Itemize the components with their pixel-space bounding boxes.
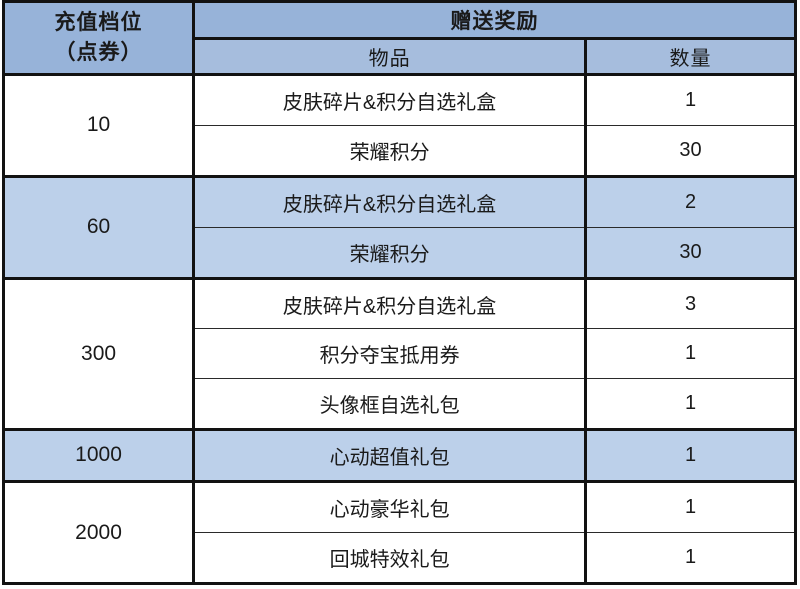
table-row: 300 皮肤碎片&积分自选礼盒 3: [1, 276, 797, 431]
header-tier-level-line1: 充值档位: [54, 10, 143, 34]
reward-quantity-cell: 1: [584, 427, 797, 484]
reward-quantity-cell: 1: [584, 377, 797, 431]
reward-quantity-cell: 2: [584, 174, 797, 228]
reward-quantity-cell: 1: [584, 532, 797, 585]
header-reward-group: 赠送奖励: [192, 0, 797, 40]
reward-item-cell: 积分夺宝抵用券: [192, 328, 588, 379]
reward-item-cell: 荣耀积分: [192, 124, 588, 178]
reward-item-cell: 皮肤碎片&积分自选礼盒: [192, 174, 588, 228]
table-row: 回城特效礼包 1: [4, 532, 797, 585]
reward-item-cell: 头像框自选礼包: [192, 377, 588, 431]
table-row: 60 皮肤碎片&积分自选礼盒 2: [1, 174, 797, 280]
header-quantity: 数量: [584, 37, 797, 76]
table-body: 10 皮肤碎片&积分自选礼盒 1 荣耀积分 30 60 皮肤碎片&积分自选礼盒 2 荣耀积分 30…: [1, 73, 797, 585]
table-row: 2000 心动豪华礼包 1: [1, 480, 797, 585]
reward-quantity-cell: 30: [584, 226, 797, 280]
table-row: 头像框自选礼包 1: [4, 377, 797, 431]
tier-amount-cell: 300: [1, 276, 196, 431]
reward-quantity-cell: 1: [584, 73, 797, 126]
reward-item-cell: 皮肤碎片&积分自选礼盒: [192, 276, 588, 330]
table-row: 1000 心动超值礼包 1: [1, 427, 797, 484]
reward-quantity-cell: 1: [584, 328, 797, 379]
table-row: 积分夺宝抵用券 1: [4, 328, 797, 379]
header-tier-level: 充值档位 （点券）: [1, 0, 196, 76]
header-tier-level-line2: （点券）: [54, 41, 143, 64]
reward-item-cell: 回城特效礼包: [192, 532, 588, 585]
tier-amount-cell: 60: [1, 174, 196, 280]
reward-item-cell: 荣耀积分: [192, 226, 588, 280]
header-item: 物品: [192, 37, 588, 76]
reward-item-cell: 皮肤碎片&积分自选礼盒: [192, 73, 588, 126]
table-header: 充值档位 （点券） 赠送奖励 物品 数量: [1, 0, 797, 76]
tier-amount-cell: 1000: [1, 427, 196, 484]
table-row: 荣耀积分 30: [4, 124, 797, 178]
tier-amount-cell: 10: [1, 73, 196, 178]
tier-amount-cell: 2000: [1, 480, 196, 585]
reward-item-cell: 心动豪华礼包: [192, 480, 588, 534]
reward-quantity-cell: 30: [584, 124, 797, 178]
header-row-primary: 充值档位 （点券） 赠送奖励: [1, 0, 797, 76]
header-row-secondary: 物品 数量: [4, 37, 797, 76]
reward-quantity-cell: 1: [584, 480, 797, 534]
reward-quantity-cell: 3: [584, 276, 797, 330]
table-row: 10 皮肤碎片&积分自选礼盒 1: [1, 73, 797, 178]
reward-item-cell: 心动超值礼包: [192, 427, 588, 484]
table-row: 荣耀积分 30: [4, 226, 797, 280]
